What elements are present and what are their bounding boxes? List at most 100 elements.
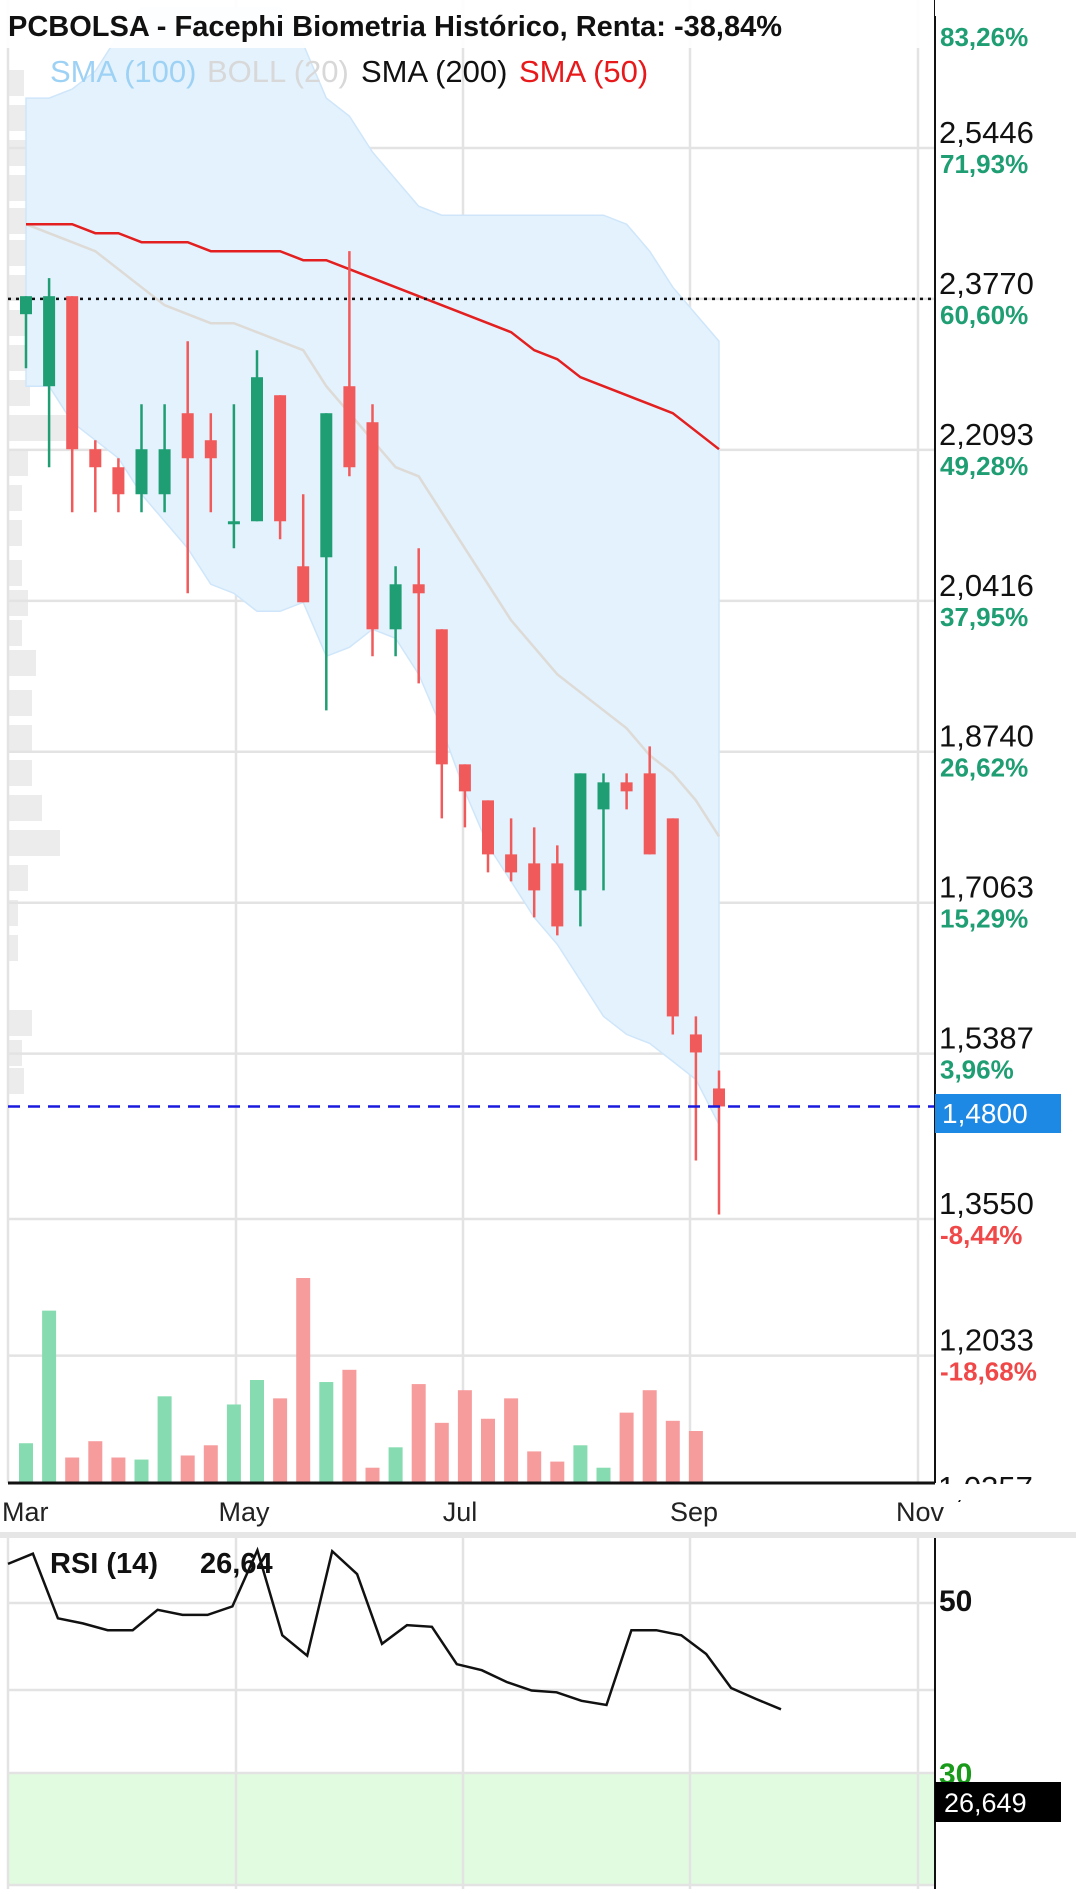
candle-body-29 xyxy=(689,1034,702,1053)
candle-24 xyxy=(574,773,587,927)
candle-body-10 xyxy=(251,377,263,522)
legend-sma-200[interactable]: SMA (200) xyxy=(361,54,507,89)
volume-bar-3 xyxy=(88,1441,103,1482)
pct-tick-3: 15,29% xyxy=(940,904,1028,934)
volume-bar-29 xyxy=(688,1431,703,1482)
candle-6 xyxy=(158,404,171,513)
price-tick-3: 1,7063 xyxy=(939,870,1034,905)
candle-body-8 xyxy=(204,440,217,459)
candle-body-20 xyxy=(482,800,494,855)
candle-body-0 xyxy=(20,296,32,315)
pct-tick-8: 71,93% xyxy=(940,149,1028,179)
volume-profile-bar-28 xyxy=(8,1068,24,1094)
last-price-badge xyxy=(935,1094,1061,1133)
volume-profile-bar-11 xyxy=(8,450,28,476)
candle-23 xyxy=(551,845,564,936)
x-tick-sep: Sep xyxy=(670,1497,718,1527)
legend-sma-50[interactable]: SMA (50) xyxy=(519,54,648,89)
pct-tick-top: 83,26% xyxy=(940,22,1028,52)
candle-15 xyxy=(366,404,379,657)
candle-27 xyxy=(643,746,656,855)
candle-body-17 xyxy=(412,584,425,594)
pct-tick-6: 49,28% xyxy=(940,451,1028,481)
volume-bar-19 xyxy=(457,1390,472,1482)
x-tick-mar: Mar xyxy=(2,1497,49,1527)
price-tick-0: 1,2033 xyxy=(939,1323,1034,1358)
volume-bar-11 xyxy=(273,1398,288,1482)
candle-body-2 xyxy=(66,296,79,450)
candle-17 xyxy=(412,548,425,684)
volume-profile-bar-8 xyxy=(8,345,26,371)
candle-body-1 xyxy=(43,296,56,387)
candle-body-25 xyxy=(597,782,610,810)
candle-30 xyxy=(713,1070,725,1215)
candle-body-12 xyxy=(297,566,310,603)
chart-title: PCBOLSA - Facephi Biometria Histórico, R… xyxy=(8,11,782,43)
volume-bar-20 xyxy=(481,1418,495,1482)
volume-profile-bar-21 xyxy=(8,795,42,821)
candle-body-13 xyxy=(320,413,333,558)
volume-bar-26 xyxy=(619,1412,634,1482)
volume-profile-bar-26 xyxy=(8,1010,32,1036)
candle-body-27 xyxy=(643,773,656,855)
candle-8 xyxy=(204,413,217,513)
candle-9 xyxy=(227,404,240,549)
x-tick-jul: Jul xyxy=(443,1497,478,1527)
candle-body-19 xyxy=(458,764,471,792)
rsi-last-label: 26,649 xyxy=(944,1788,1027,1818)
candle-body-5 xyxy=(135,449,148,495)
volume-profile-bar-19 xyxy=(8,725,32,751)
volume-profile-bar-10 xyxy=(8,415,68,441)
volume-bar-12 xyxy=(296,1278,311,1482)
volume-profile-bar-12 xyxy=(8,485,22,511)
volume-profile-bar-25 xyxy=(8,935,18,961)
volume-bar-21 xyxy=(504,1398,519,1482)
volume-bar-24 xyxy=(573,1445,588,1482)
candle-body-26 xyxy=(620,782,633,792)
price-tick-4: 1,8740 xyxy=(939,719,1034,754)
volume-bar-7 xyxy=(180,1455,195,1482)
volume-profile-bar-0 xyxy=(8,70,24,96)
candle-body-22 xyxy=(528,863,541,891)
volume-bar-0 xyxy=(19,1443,33,1482)
candle-body-24 xyxy=(574,773,587,891)
volume-profile-bar-15 xyxy=(8,590,28,616)
volume-bar-16 xyxy=(388,1447,403,1482)
volume-bar-27 xyxy=(642,1390,657,1482)
legend-sma-100[interactable]: SMA (100) xyxy=(50,54,196,89)
pct-tick-7: 60,60% xyxy=(940,300,1028,330)
rsi-title: RSI (14) xyxy=(50,1548,158,1580)
candle-18 xyxy=(435,629,448,819)
candle-20 xyxy=(482,800,494,873)
volume-profile-bar-24 xyxy=(8,900,18,926)
volume-profile-bar-22 xyxy=(8,830,60,856)
candle-0 xyxy=(20,296,32,369)
candle-10 xyxy=(251,350,263,522)
candle-1 xyxy=(43,278,56,468)
x-tick-may: May xyxy=(218,1497,270,1527)
candle-5 xyxy=(135,404,148,513)
legend-boll-20[interactable]: BOLL (20) xyxy=(207,54,349,89)
volume-bar-14 xyxy=(342,1369,357,1482)
rsi-header: RSI (14) 26,64 xyxy=(50,1548,273,1580)
x-tick-nov: Nov xyxy=(896,1497,945,1527)
axis-bottom-mask xyxy=(935,1484,1076,1500)
candle-body-16 xyxy=(389,584,402,630)
volume-bar-25 xyxy=(596,1467,611,1482)
rsi-oversold-zone xyxy=(8,1773,935,1885)
price-tick-7: 2,3770 xyxy=(939,266,1034,301)
price-tick-2: 1,5387 xyxy=(939,1021,1034,1056)
volume-bar-28 xyxy=(665,1420,680,1482)
candle-body-30 xyxy=(713,1088,725,1107)
candle-26 xyxy=(620,773,633,810)
time-axis: Mar May Jul Sep Nov xyxy=(2,1497,945,1527)
candle-body-23 xyxy=(551,863,564,927)
volume-profile-bar-18 xyxy=(8,690,32,716)
volume-bar-2 xyxy=(65,1457,80,1482)
axis-top-mask xyxy=(935,0,1076,16)
candle-11 xyxy=(274,395,287,540)
volume-bar-9 xyxy=(226,1404,241,1482)
volume-bar-22 xyxy=(527,1451,542,1482)
